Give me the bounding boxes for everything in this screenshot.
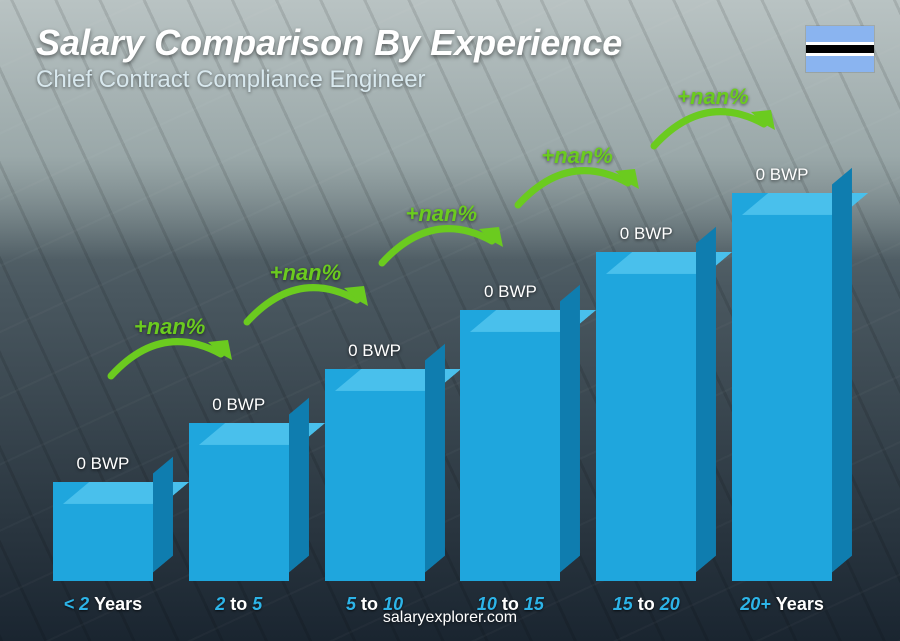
bar-value-label: 0 BWP bbox=[620, 224, 673, 244]
bar-value-label: 0 BWP bbox=[484, 282, 537, 302]
page-subtitle: Chief Contract Compliance Engineer bbox=[36, 66, 426, 94]
country-flag bbox=[806, 26, 874, 72]
flag-stripe bbox=[806, 56, 874, 72]
bar-group: 0 BWP < 2 Years bbox=[40, 130, 166, 581]
footer-attribution: salaryexplorer.com bbox=[0, 609, 900, 627]
bar bbox=[732, 193, 832, 581]
bar bbox=[189, 423, 289, 581]
bar-value-label: 0 BWP bbox=[212, 395, 265, 415]
bar bbox=[460, 310, 560, 581]
bar-value-label: 0 BWP bbox=[76, 454, 129, 474]
flag-stripe bbox=[806, 45, 874, 53]
bar-value-label: 0 BWP bbox=[756, 165, 809, 185]
flag-stripe bbox=[806, 26, 874, 42]
bar-group: +nan% 0 BWP 5 to 10 bbox=[312, 130, 438, 581]
salary-bar-chart: 0 BWP < 2 Years +nan% 0 BWP 2 to 5 +nan%… bbox=[40, 130, 845, 581]
bar-group: +nan% 0 BWP 20+ Years bbox=[719, 130, 845, 581]
bar-group: +nan% 0 BWP 15 to 20 bbox=[583, 130, 709, 581]
page-title: Salary Comparison By Experience bbox=[36, 22, 622, 64]
bar-group: +nan% 0 BWP 2 to 5 bbox=[176, 130, 302, 581]
bar-value-label: 0 BWP bbox=[348, 341, 401, 361]
bar bbox=[596, 252, 696, 581]
bar bbox=[325, 369, 425, 581]
bar bbox=[53, 482, 153, 581]
bar-group: +nan% 0 BWP 10 to 15 bbox=[447, 130, 573, 581]
pct-change-label: +nan% bbox=[677, 84, 749, 110]
